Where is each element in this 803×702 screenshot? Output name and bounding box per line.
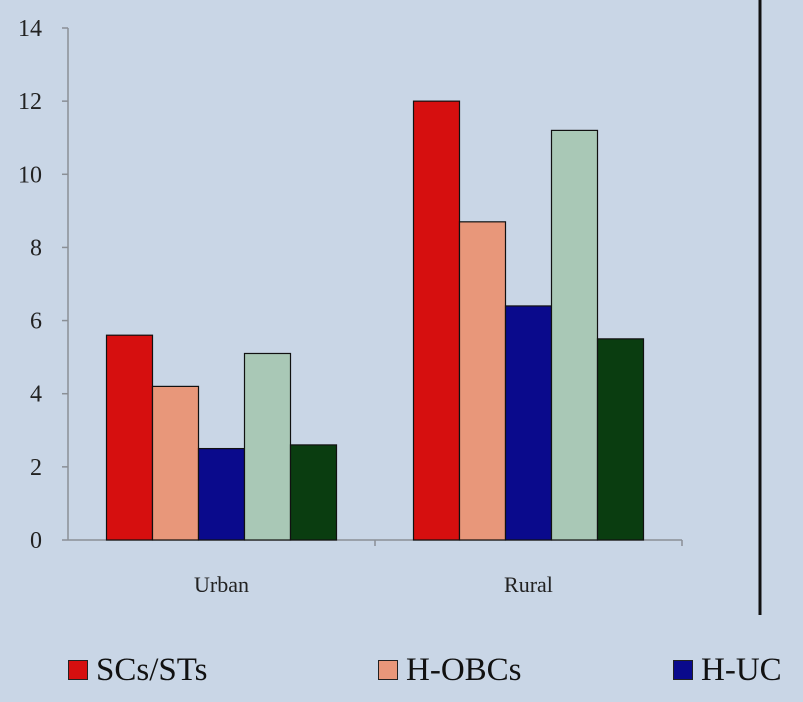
legend-item-h-uc: H-UC: [673, 650, 782, 690]
bar: [105, 334, 154, 541]
bar: [197, 447, 246, 541]
bar: [596, 338, 645, 541]
bar: [458, 221, 507, 541]
y-tick-label: 6: [30, 309, 42, 335]
y-tick-label: 0: [30, 528, 42, 554]
legend-swatch-scs-sts: [68, 660, 88, 680]
bar: [412, 100, 461, 541]
legend-label-h-obcs: H-OBCs: [406, 652, 522, 688]
y-tick-label: 8: [30, 235, 42, 261]
legend: SCs/STs H-OBCs H-UC: [68, 650, 803, 690]
legend-label-h-uc: H-UC: [701, 652, 782, 688]
legend-swatch-h-obcs: [378, 660, 398, 680]
bar: [243, 352, 292, 541]
bar: [151, 385, 200, 541]
bar: [550, 129, 599, 541]
y-tick-label: 2: [30, 455, 42, 481]
y-tick-label: 12: [18, 89, 42, 115]
y-tick-label: 14: [18, 16, 42, 42]
legend-item-scs-sts: SCs/STs: [68, 650, 207, 690]
bar: [289, 444, 338, 541]
legend-swatch-h-uc: [673, 660, 693, 680]
x-category-label: Urban: [194, 572, 249, 597]
legend-label-scs-sts: SCs/STs: [96, 652, 208, 688]
bar: [504, 305, 553, 541]
legend-item-h-obcs: H-OBCs: [378, 650, 522, 690]
x-category-label: Rural: [504, 572, 553, 597]
y-tick-label: 10: [18, 162, 42, 188]
y-tick-label: 4: [30, 382, 42, 408]
